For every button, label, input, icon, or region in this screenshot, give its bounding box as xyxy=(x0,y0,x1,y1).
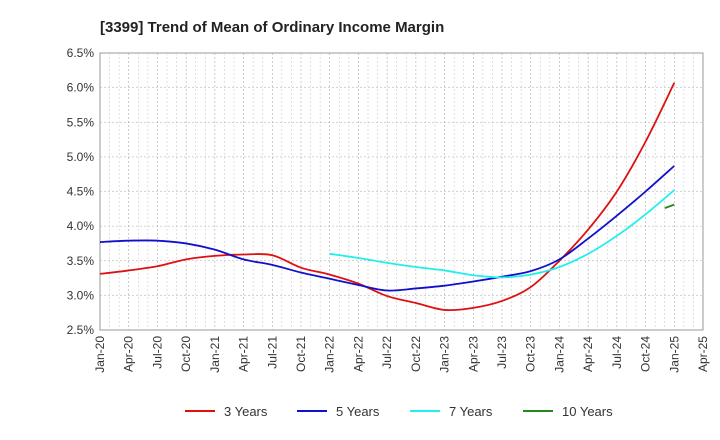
y-tick-label: 5.5% xyxy=(67,115,95,129)
series-line-5-years xyxy=(99,165,675,292)
series-line-10-years xyxy=(664,203,675,209)
x-tick-label: Jan-22 xyxy=(323,336,337,373)
x-tick-label: Oct-23 xyxy=(524,336,538,372)
x-tick-label: Jul-21 xyxy=(265,336,279,369)
y-tick-label: 6.0% xyxy=(67,81,95,95)
x-tick-label: Apr-22 xyxy=(351,336,365,372)
grid-lines xyxy=(100,53,703,330)
y-tick-label: 4.5% xyxy=(67,185,95,199)
x-tick-label: Apr-25 xyxy=(696,336,710,372)
series-line-3-years xyxy=(99,82,676,312)
chart-title: [3399] Trend of Mean of Ordinary Income … xyxy=(100,19,444,36)
x-tick-label: Oct-22 xyxy=(409,336,423,372)
x-tick-label: Jan-25 xyxy=(667,336,681,373)
x-tick-label: Jul-23 xyxy=(495,336,509,369)
legend-label: 7 Years xyxy=(449,404,493,419)
y-tick-label: 6.5% xyxy=(67,46,95,60)
legend: 3 Years 5 Years 7 Years 10 Years xyxy=(185,404,613,419)
x-tick-label: Oct-21 xyxy=(294,336,308,372)
y-tick-label: 3.0% xyxy=(67,288,95,302)
x-tick-label: Apr-21 xyxy=(237,336,251,372)
legend-label: 10 Years xyxy=(562,404,613,419)
y-tick-label: 2.5% xyxy=(67,323,95,337)
x-tick-label: Jan-24 xyxy=(552,336,566,373)
series-lines xyxy=(99,82,676,312)
y-tick-label: 4.0% xyxy=(67,219,95,233)
x-tick-label: Jan-20 xyxy=(93,336,107,373)
x-tick-label: Jul-20 xyxy=(150,336,164,369)
x-tick-label: Jul-22 xyxy=(380,336,394,369)
y-tick-label: 3.5% xyxy=(67,254,95,268)
x-tick-label: Apr-23 xyxy=(466,336,480,372)
x-tick-label: Jul-24 xyxy=(610,336,624,369)
legend-label: 3 Years xyxy=(224,404,268,419)
x-tick-label: Jan-23 xyxy=(438,336,452,373)
series-line-7-years xyxy=(329,189,675,279)
x-tick-label: Oct-24 xyxy=(639,336,653,372)
x-tick-label: Jan-21 xyxy=(208,336,222,373)
y-axis-ticks: 6.5% 6.0% 5.5% 5.0% 4.5% 4.0% 3.5% 3.0% 2.5% xyxy=(67,46,95,337)
x-tick-label: Oct-20 xyxy=(179,336,193,372)
y-tick-label: 5.0% xyxy=(67,150,95,164)
x-tick-label: Apr-20 xyxy=(122,336,136,372)
legend-label: 5 Years xyxy=(336,404,380,419)
x-axis-ticks: Jan-20 Apr-20 Jul-20 Oct-20 Jan-21 Apr-21 Jul-… xyxy=(93,336,710,373)
x-tick-label: Apr-24 xyxy=(581,336,595,372)
